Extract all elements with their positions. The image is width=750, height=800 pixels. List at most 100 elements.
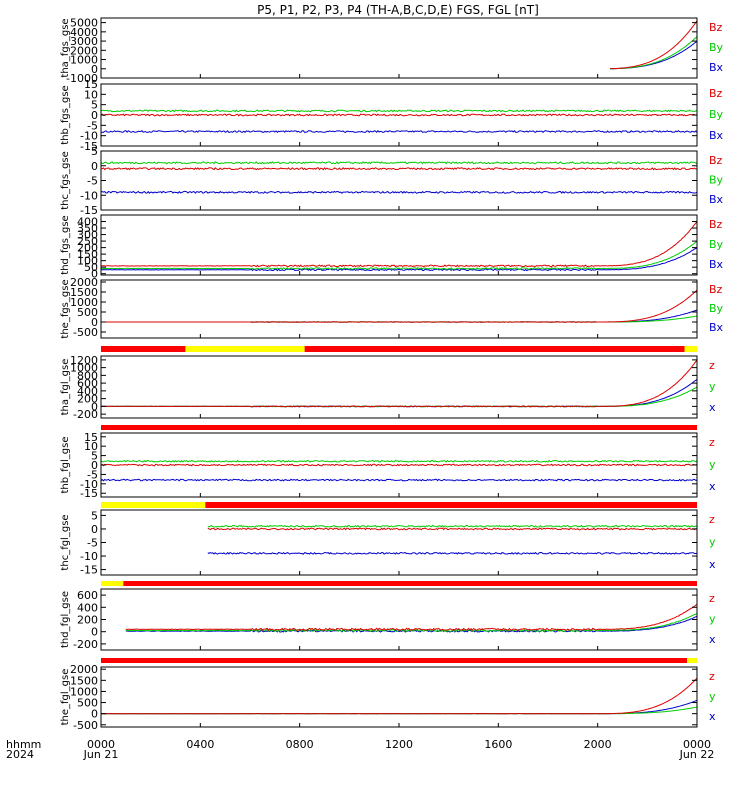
y-tick-label: -15 <box>80 487 98 500</box>
y-tick-label: -5 <box>87 468 98 481</box>
mode-bar-segment <box>123 581 698 586</box>
y-tick-label: 5 <box>91 450 98 463</box>
series-thc_fgs_gse-x <box>101 190 697 194</box>
series-thc_fgs_gse-z <box>101 167 697 171</box>
series-the_fgs_gse-y <box>101 315 697 323</box>
y-tick-label: 1000 <box>70 54 98 67</box>
series-thc_fgs_gse-y <box>101 161 697 165</box>
y-tick-label: 0 <box>91 400 98 413</box>
series-tha_fgl_gse-z <box>101 359 697 408</box>
legend-y: y <box>709 613 716 626</box>
y-tick-label: -10 <box>80 189 98 202</box>
mode-bar-segment <box>101 658 688 663</box>
legend-z: z <box>709 359 715 372</box>
y-tick-label: 10 <box>84 440 98 453</box>
legend-y: y <box>709 380 716 393</box>
legend-By: By <box>709 238 724 251</box>
panel-thc_fgl_gse: -15-10-505 thc_fgl_gse zyx <box>60 509 716 576</box>
mode-bar-segment <box>185 346 305 352</box>
y-tick-label: 300 <box>77 229 98 242</box>
mode-bars <box>101 346 698 663</box>
y-axis-label: thc_fgs_gse <box>60 151 71 210</box>
x-tick-label: 1200 <box>385 738 413 751</box>
legend-z: z <box>709 592 715 605</box>
legend-Bz: Bz <box>709 21 723 34</box>
y-tick-label: 400 <box>77 601 98 614</box>
series-thb_fgl_gse-x <box>101 478 697 482</box>
y-tick-label: 500 <box>77 697 98 710</box>
y-tick-label: 10 <box>84 88 98 101</box>
panel-thc_fgs_gse: -15 -10-5 0 5 thc_fgs_gse Bz By Bx <box>60 145 724 217</box>
legend-Bz: Bz <box>709 87 723 100</box>
y-tick-label: 50 <box>84 261 98 274</box>
series-thc_fgl_gse-y <box>207 524 697 528</box>
legend-x: x <box>709 401 716 414</box>
legend-Bx: Bx <box>709 193 724 206</box>
y-tick-label: 0 <box>91 109 98 122</box>
y-tick-label: 200 <box>77 393 98 406</box>
y-axis-label: thc_fgl_gse <box>60 514 71 570</box>
series-thc_fgl_gse-x <box>207 551 697 555</box>
series-thd_fgs_gse-z <box>101 221 697 268</box>
mode-bar-segment <box>101 502 206 508</box>
series-tha_fgs_gse-x <box>610 40 697 70</box>
legend-x: x <box>709 710 716 723</box>
series-thb_fgs_gse-y <box>101 109 697 113</box>
mode-bar-segment <box>687 658 697 663</box>
y-axis-label: tha_fgs_gse <box>60 18 71 77</box>
y-tick-label: -15 <box>80 204 98 217</box>
legend-z: z <box>709 513 715 526</box>
y-tick-label: -200 <box>73 408 98 421</box>
y-tick-label: 5 <box>91 99 98 112</box>
legend-x: x <box>709 633 716 646</box>
y-tick-label: 0 <box>91 459 98 472</box>
x-tick-label: 2000 <box>584 738 612 751</box>
y-tick-label: 600 <box>77 377 98 390</box>
x-date-label: Jun 22 <box>679 748 715 761</box>
legend-y: y <box>709 458 716 471</box>
y-axis-label: tha_fgl_gse <box>60 359 71 416</box>
mode-bar-segment <box>101 581 124 586</box>
legend-Bx: Bx <box>709 258 724 271</box>
legend-y: y <box>709 690 716 703</box>
y-tick-label: 2000 <box>70 276 98 289</box>
y-tick-label: 350 <box>77 222 98 235</box>
y-tick-label: 5 <box>91 509 98 522</box>
series-the_fgl_gse-y <box>101 706 697 715</box>
y-tick-label: -5 <box>87 119 98 132</box>
y-tick-label: 100 <box>77 255 98 268</box>
y-tick-label: 0 <box>91 708 98 721</box>
y-tick-label: 0 <box>91 268 98 281</box>
chart-title: P5, P1, P2, P3, P4 (TH-A,B,C,D,E) FGS, F… <box>257 3 539 17</box>
y-tick-label: -5 <box>87 175 98 188</box>
series-thd_fgs_gse-x <box>101 247 697 272</box>
legend-By: By <box>709 108 724 121</box>
y-tick-label: -500 <box>73 326 98 339</box>
y-tick-label: 200 <box>77 614 98 627</box>
x-tick-label: 0000 <box>87 738 115 751</box>
y-tick-label: 2000 <box>70 44 98 57</box>
y-tick-label: 5000 <box>70 17 98 30</box>
mode-bar-segment <box>304 346 685 352</box>
mode-bar-segment <box>101 425 697 430</box>
series-the_fgs_gse-z <box>101 289 697 323</box>
y-tick-label: 0 <box>91 626 98 639</box>
y-tick-label: 200 <box>77 242 98 255</box>
y-tick-label: 400 <box>77 385 98 398</box>
y-tick-label: 0 <box>91 316 98 329</box>
y-tick-label: -10 <box>80 550 98 563</box>
legend-Bx: Bx <box>709 321 724 334</box>
y-tick-label: 250 <box>77 235 98 248</box>
series-tha_fgs_gse-z <box>610 20 697 70</box>
series-thd_fgs_gse-y <box>101 240 697 271</box>
y-tick-label: 600 <box>77 589 98 602</box>
y-tick-label: 3000 <box>70 35 98 48</box>
series-thb_fgs_gse-z <box>101 113 697 117</box>
